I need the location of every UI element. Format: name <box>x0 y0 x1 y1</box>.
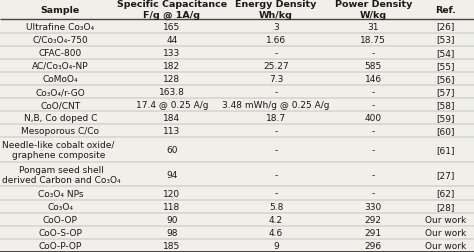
Text: [27]: [27] <box>437 170 455 179</box>
Text: 5.8: 5.8 <box>269 202 283 211</box>
Text: 163.8: 163.8 <box>159 88 185 97</box>
Text: Power Density
W/kg: Power Density W/kg <box>335 0 412 20</box>
Text: [28]: [28] <box>437 202 455 211</box>
Text: 31: 31 <box>367 22 379 32</box>
Text: 98: 98 <box>166 228 178 237</box>
Text: Energy Density
Wh/kg: Energy Density Wh/kg <box>236 0 317 20</box>
Text: 1.66: 1.66 <box>266 36 286 44</box>
Text: [56]: [56] <box>436 75 455 84</box>
Text: 9: 9 <box>273 241 279 250</box>
Text: -: - <box>372 189 375 198</box>
Text: 133: 133 <box>163 49 181 57</box>
Text: 18.75: 18.75 <box>360 36 386 44</box>
Text: -: - <box>372 170 375 179</box>
Text: AC/Co₃O₄-NP: AC/Co₃O₄-NP <box>32 61 89 71</box>
Text: 165: 165 <box>163 22 181 32</box>
Text: CoO-OP: CoO-OP <box>43 215 78 224</box>
Text: [55]: [55] <box>436 61 455 71</box>
Text: Specific Capacitance
F/g @ 1A/g: Specific Capacitance F/g @ 1A/g <box>117 0 227 20</box>
Text: 3: 3 <box>273 22 279 32</box>
Text: C/Co₃O₄-750: C/Co₃O₄-750 <box>33 36 88 44</box>
Text: [62]: [62] <box>437 189 455 198</box>
Text: -: - <box>372 101 375 110</box>
Text: 291: 291 <box>365 228 382 237</box>
Text: -: - <box>372 127 375 136</box>
Text: [59]: [59] <box>436 114 455 123</box>
Text: -: - <box>274 88 278 97</box>
Text: Co₃O₄: Co₃O₄ <box>47 202 73 211</box>
Text: -: - <box>274 49 278 57</box>
Text: CoO-P-OP: CoO-P-OP <box>39 241 82 250</box>
Text: CoO/CNT: CoO/CNT <box>40 101 81 110</box>
Text: N,B, Co doped C: N,B, Co doped C <box>24 114 97 123</box>
Text: [61]: [61] <box>436 146 455 154</box>
Text: CoO-S-OP: CoO-S-OP <box>38 228 82 237</box>
Text: 128: 128 <box>163 75 181 84</box>
Text: [58]: [58] <box>436 101 455 110</box>
Text: 585: 585 <box>365 61 382 71</box>
Text: -: - <box>372 146 375 154</box>
Text: Sample: Sample <box>41 6 80 15</box>
Text: 185: 185 <box>163 241 181 250</box>
Text: Our work: Our work <box>425 241 466 250</box>
Text: [54]: [54] <box>437 49 455 57</box>
Text: [26]: [26] <box>437 22 455 32</box>
Text: 44: 44 <box>166 36 177 44</box>
Text: -: - <box>274 170 278 179</box>
Text: 90: 90 <box>166 215 178 224</box>
Text: -: - <box>274 146 278 154</box>
Text: 113: 113 <box>163 127 181 136</box>
Text: -: - <box>372 88 375 97</box>
Text: Needle-like cobalt oxide/
graphene composite: Needle-like cobalt oxide/ graphene compo… <box>2 140 115 160</box>
Text: 330: 330 <box>365 202 382 211</box>
Text: Ultrafine Co₃O₄: Ultrafine Co₃O₄ <box>27 22 94 32</box>
Text: [57]: [57] <box>436 88 455 97</box>
Text: [60]: [60] <box>436 127 455 136</box>
Text: 400: 400 <box>365 114 382 123</box>
Text: 4.2: 4.2 <box>269 215 283 224</box>
Text: 4.6: 4.6 <box>269 228 283 237</box>
Text: 292: 292 <box>365 215 382 224</box>
Text: Pongam seed shell
derived Carbon and Co₃O₄: Pongam seed shell derived Carbon and Co₃… <box>2 165 121 184</box>
Text: 182: 182 <box>163 61 181 71</box>
Text: 120: 120 <box>163 189 181 198</box>
Text: 118: 118 <box>163 202 181 211</box>
Text: -: - <box>274 127 278 136</box>
Text: 7.3: 7.3 <box>269 75 283 84</box>
Text: -: - <box>372 49 375 57</box>
Text: -: - <box>274 189 278 198</box>
Text: 3.48 mWh/g @ 0.25 A/g: 3.48 mWh/g @ 0.25 A/g <box>222 101 330 110</box>
Text: 18.7: 18.7 <box>266 114 286 123</box>
Text: Co₃O₄ NPs: Co₃O₄ NPs <box>38 189 83 198</box>
Text: [53]: [53] <box>436 36 455 44</box>
Text: Our work: Our work <box>425 228 466 237</box>
Text: Mesoporous C/Co: Mesoporous C/Co <box>21 127 100 136</box>
Text: Our work: Our work <box>425 215 466 224</box>
Text: 94: 94 <box>166 170 177 179</box>
Text: Ref.: Ref. <box>435 6 456 15</box>
Text: 184: 184 <box>163 114 181 123</box>
Text: 296: 296 <box>365 241 382 250</box>
Text: 25.27: 25.27 <box>263 61 289 71</box>
Text: 146: 146 <box>365 75 382 84</box>
Text: Co₃O₄/r-GO: Co₃O₄/r-GO <box>36 88 85 97</box>
Text: 60: 60 <box>166 146 178 154</box>
Text: 17.4 @ 0.25 A/g: 17.4 @ 0.25 A/g <box>136 101 208 110</box>
Text: CFAC-800: CFAC-800 <box>39 49 82 57</box>
Text: CoMoO₄: CoMoO₄ <box>43 75 78 84</box>
